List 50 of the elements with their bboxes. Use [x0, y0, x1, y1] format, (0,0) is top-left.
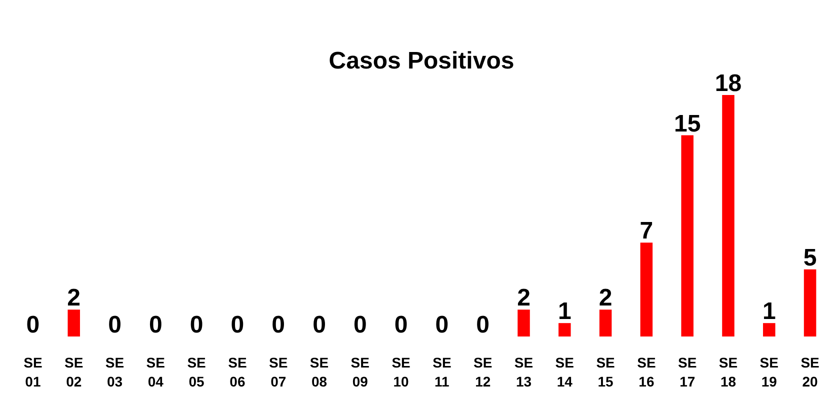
x-tick-label: SE 17 [678, 354, 697, 390]
data-label: 15 [674, 110, 701, 138]
x-tick-label: SE 12 [474, 354, 492, 390]
data-label: 0 [148, 312, 162, 338]
data-label: 0 [435, 312, 449, 338]
x-tick-label: SE 10 [392, 354, 410, 390]
x-tick-label: SE 19 [760, 354, 778, 390]
x-tick-label: SE 08 [310, 354, 329, 390]
data-label: 1 [762, 298, 776, 326]
x-tick-label: SE 06 [228, 354, 247, 390]
data-label: 0 [312, 312, 326, 338]
x-tick-label: SE 18 [718, 354, 738, 390]
x-tick-label: SE 05 [187, 354, 206, 390]
data-label: 0 [230, 312, 244, 338]
x-tick-label: SE 20 [800, 354, 820, 390]
x-tick-label: SE 03 [105, 354, 124, 390]
data-label: 2 [598, 284, 612, 312]
data-label: 1 [558, 298, 572, 326]
data-label: 7 [640, 218, 654, 245]
data-label: 0 [272, 312, 286, 338]
x-tick-label: SE 04 [146, 354, 165, 390]
x-tick-label: SE 11 [432, 354, 452, 390]
x-tick-label: SE 15 [596, 354, 615, 390]
data-label: 0 [108, 312, 122, 338]
bar [599, 310, 612, 336]
data-label: 2 [67, 284, 81, 312]
data-label: 0 [394, 312, 408, 338]
data-label: 0 [26, 312, 40, 338]
x-tick-label: SE 01 [24, 354, 42, 390]
bar [763, 323, 776, 336]
x-tick-label: SE 13 [514, 354, 534, 390]
data-label: 2 [517, 284, 530, 312]
bar [558, 323, 571, 336]
x-tick-label: SE 14 [555, 354, 574, 390]
data-label: 0 [353, 312, 367, 338]
chart-title: Casos Positivos [328, 48, 514, 75]
bar [68, 310, 80, 336]
data-label: 18 [714, 70, 742, 98]
x-tick-label: SE 16 [637, 354, 656, 390]
data-label: 0 [190, 312, 204, 338]
bar [518, 310, 530, 336]
bar [804, 269, 816, 336]
data-label: 0 [476, 312, 490, 338]
x-tick-label: SE 07 [269, 354, 288, 390]
x-tick-label: SE 02 [64, 354, 84, 390]
bar [681, 135, 694, 336]
x-tick-label: SE 09 [350, 354, 370, 390]
bar [722, 95, 734, 336]
data-label: 5 [803, 244, 817, 272]
bar [640, 242, 653, 336]
